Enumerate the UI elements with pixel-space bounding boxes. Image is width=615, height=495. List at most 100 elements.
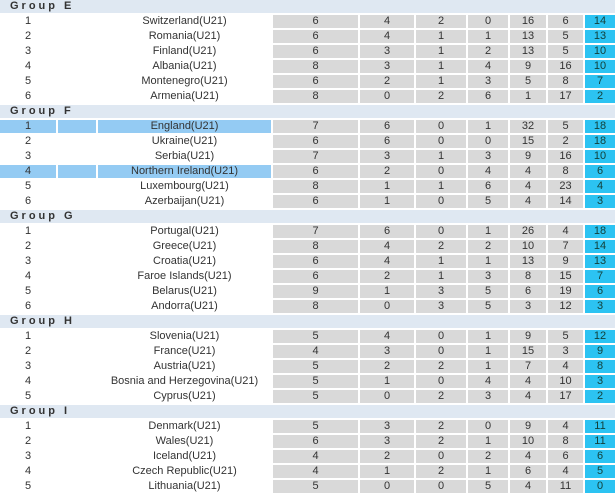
points-cell: 2	[585, 90, 615, 103]
team-row[interactable]: 5 Lithuania(U21) 5 0 0 5 4 11 0	[0, 480, 615, 493]
team-row[interactable]: 2 France(U21) 4 3 0 1 15 3 9	[0, 345, 615, 358]
stat-losses: 0	[468, 420, 508, 433]
spacer-cell	[58, 75, 96, 88]
team-row[interactable]: 5 Montenegro(U21) 6 2 1 3 5 8 7	[0, 75, 615, 88]
group-header: Group F	[0, 105, 615, 118]
team-row[interactable]: 1 England(U21) 7 6 0 1 32 5 18	[0, 120, 615, 133]
rank-cell: 4	[24, 270, 32, 282]
stat-goals-against: 8	[548, 165, 583, 178]
stat-goals-for: 15	[510, 135, 546, 148]
team-row[interactable]: 1 Portugal(U21) 7 6 0 1 26 4 18	[0, 225, 615, 238]
points-cell: 18	[585, 135, 615, 148]
team-row[interactable]: 4 Albania(U21) 8 3 1 4 9 16 10	[0, 60, 615, 73]
team-row[interactable]: 4 Czech Republic(U21) 4 1 2 1 6 4 5	[0, 465, 615, 478]
points-cell: 18	[585, 120, 615, 133]
stat-wins: 2	[360, 360, 414, 373]
team-row[interactable]: 1 Switzerland(U21) 6 4 2 0 16 6 14	[0, 15, 615, 28]
group-label: Group E	[10, 0, 75, 12]
stat-played: 8	[273, 60, 358, 73]
group-header: Group E	[0, 0, 615, 13]
stat-played: 6	[273, 15, 358, 28]
stat-wins: 3	[360, 435, 414, 448]
team-name: Finland(U21)	[152, 45, 217, 57]
team-row[interactable]: 4 Bosnia and Herzegovina(U21) 5 1 0 4 4 10 3	[0, 375, 615, 388]
team-name: France(U21)	[153, 345, 216, 357]
stat-losses: 3	[468, 150, 508, 163]
stat-losses: 4	[468, 375, 508, 388]
rank-cell: 2	[24, 240, 32, 252]
stat-goals-for: 4	[510, 165, 546, 178]
stat-goals-against: 5	[548, 30, 583, 43]
team-row[interactable]: 3 Austria(U21) 5 2 2 1 7 4 8	[0, 360, 615, 373]
rank-cell: 2	[24, 30, 32, 42]
stat-goals-for: 4	[510, 480, 546, 493]
points-cell: 3	[585, 195, 615, 208]
spacer-cell	[58, 480, 96, 493]
points-cell: 13	[585, 255, 615, 268]
team-row[interactable]: 4 Northern Ireland(U21) 6 2 0 4 4 8 6	[0, 165, 615, 178]
team-name: Greece(U21)	[152, 240, 217, 252]
stat-losses: 1	[468, 345, 508, 358]
spacer-cell	[58, 195, 96, 208]
stat-played: 5	[273, 420, 358, 433]
stat-played: 5	[273, 480, 358, 493]
stat-draws: 0	[416, 195, 466, 208]
stat-wins: 1	[360, 465, 414, 478]
stat-wins: 1	[360, 375, 414, 388]
stat-played: 5	[273, 390, 358, 403]
points-cell: 3	[585, 375, 615, 388]
stat-wins: 4	[360, 30, 414, 43]
team-row[interactable]: 6 Azerbaijan(U21) 6 1 0 5 4 14 3	[0, 195, 615, 208]
group-header: Group I	[0, 405, 615, 418]
rank-cell: 5	[24, 285, 32, 297]
stat-goals-against: 4	[548, 225, 583, 238]
team-row[interactable]: 2 Greece(U21) 8 4 2 2 10 7 14	[0, 240, 615, 253]
team-row[interactable]: 1 Denmark(U21) 5 3 2 0 9 4 11	[0, 420, 615, 433]
team-name: Luxembourg(U21)	[140, 180, 229, 192]
team-row[interactable]: 6 Armenia(U21) 8 0 2 6 1 17 2	[0, 90, 615, 103]
stat-goals-against: 2	[548, 135, 583, 148]
rank-cell: 4	[0, 165, 56, 178]
stat-wins: 3	[360, 45, 414, 58]
team-row[interactable]: 5 Luxembourg(U21) 8 1 1 6 4 23 4	[0, 180, 615, 193]
stat-losses: 1	[468, 30, 508, 43]
stat-goals-for: 6	[510, 465, 546, 478]
stat-goals-for: 4	[510, 450, 546, 463]
stat-wins: 4	[360, 255, 414, 268]
team-row[interactable]: 6 Andorra(U21) 8 0 3 5 3 12 3	[0, 300, 615, 313]
team-row[interactable]: 5 Cyprus(U21) 5 0 2 3 4 17 2	[0, 390, 615, 403]
team-row[interactable]: 2 Romania(U21) 6 4 1 1 13 5 13	[0, 30, 615, 43]
points-cell: 6	[585, 450, 615, 463]
rank-cell: 1	[0, 120, 56, 133]
stat-goals-against: 6	[548, 450, 583, 463]
stat-losses: 4	[468, 165, 508, 178]
team-row[interactable]: 3 Iceland(U21) 4 2 0 2 4 6 6	[0, 450, 615, 463]
stat-goals-for: 10	[510, 240, 546, 253]
rank-cell: 2	[24, 345, 32, 357]
stat-losses: 5	[468, 480, 508, 493]
stat-draws: 0	[416, 120, 466, 133]
team-row[interactable]: 3 Serbia(U21) 7 3 1 3 9 16 10	[0, 150, 615, 163]
rank-cell: 4	[24, 60, 32, 72]
team-row[interactable]: 3 Croatia(U21) 6 4 1 1 13 9 13	[0, 255, 615, 268]
stat-draws: 1	[416, 270, 466, 283]
stat-played: 6	[273, 270, 358, 283]
team-row[interactable]: 4 Faroe Islands(U21) 6 2 1 3 8 15 7	[0, 270, 615, 283]
spacer-cell	[58, 375, 96, 388]
stat-played: 4	[273, 465, 358, 478]
stat-goals-for: 4	[510, 195, 546, 208]
stat-wins: 0	[360, 480, 414, 493]
team-row[interactable]: 2 Wales(U21) 6 3 2 1 10 8 11	[0, 435, 615, 448]
team-row[interactable]: 3 Finland(U21) 6 3 1 2 13 5 10	[0, 45, 615, 58]
team-name: Portugal(U21)	[150, 225, 219, 237]
team-row[interactable]: 2 Ukraine(U21) 6 6 0 0 15 2 18	[0, 135, 615, 148]
team-row[interactable]: 1 Slovenia(U21) 5 4 0 1 9 5 12	[0, 330, 615, 343]
team-name: Northern Ireland(U21)	[98, 165, 271, 178]
team-name: Romania(U21)	[148, 30, 221, 42]
rank-cell: 2	[24, 135, 32, 147]
team-name: Serbia(U21)	[154, 150, 215, 162]
team-row[interactable]: 5 Belarus(U21) 9 1 3 5 6 19 6	[0, 285, 615, 298]
group-header: Group G	[0, 210, 615, 223]
stat-draws: 0	[416, 225, 466, 238]
